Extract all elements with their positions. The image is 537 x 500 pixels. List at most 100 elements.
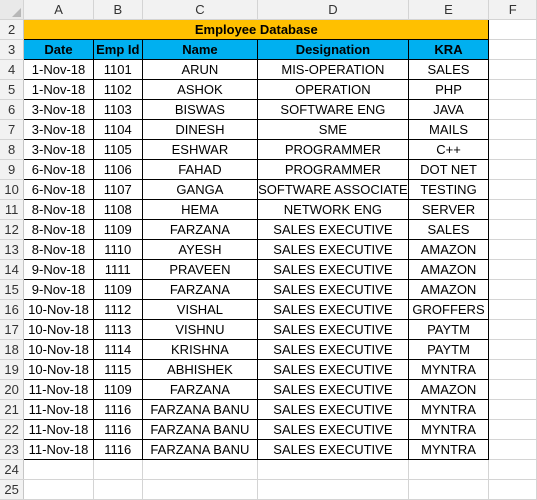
row-header[interactable]: 9 [0, 159, 25, 180]
row-header[interactable]: 11 [0, 199, 25, 220]
cell[interactable] [488, 259, 537, 280]
cell-date[interactable]: 3-Nov-18 [23, 119, 94, 140]
cell-emp-id[interactable]: 1102 [92, 79, 143, 100]
cell[interactable] [488, 139, 537, 160]
column-header-c[interactable]: C [142, 0, 259, 20]
header-cell-kra[interactable]: KRA [407, 39, 490, 60]
cell-designation[interactable]: SALES EXECUTIVE [257, 259, 409, 280]
cell-designation[interactable]: SME [257, 119, 409, 140]
cell-emp-id[interactable]: 1109 [92, 379, 143, 400]
cell-designation[interactable]: PROGRAMMER [257, 139, 409, 160]
column-header-d[interactable]: D [257, 0, 409, 20]
sheet-title-cell[interactable]: Employee Database [23, 19, 490, 40]
row-header[interactable]: 15 [0, 279, 25, 300]
cell-emp-id[interactable]: 1112 [92, 299, 143, 320]
cell-date[interactable]: 3-Nov-18 [23, 139, 94, 160]
cell-emp-id[interactable]: 1109 [92, 279, 143, 300]
cell-date[interactable]: 9-Nov-18 [23, 279, 94, 300]
cell-name[interactable]: FARZANA [141, 379, 259, 400]
cell-name[interactable]: HEMA [141, 199, 259, 220]
cell[interactable] [93, 479, 143, 500]
cell[interactable] [488, 79, 537, 100]
row-header[interactable]: 13 [0, 239, 25, 260]
row-header[interactable]: 2 [0, 19, 25, 40]
cell-kra[interactable]: MYNTRA [407, 419, 490, 440]
cell-name[interactable]: GANGA [141, 179, 259, 200]
row-header[interactable]: 8 [0, 139, 25, 160]
cell-date[interactable]: 6-Nov-18 [23, 179, 94, 200]
cell-name[interactable]: VISHAL [141, 299, 259, 320]
row-header[interactable]: 3 [0, 39, 25, 60]
cell-kra[interactable]: MYNTRA [407, 439, 490, 460]
cell-designation[interactable]: SALES EXECUTIVE [257, 239, 409, 260]
cell[interactable] [488, 199, 537, 220]
row-header[interactable]: 23 [0, 439, 25, 460]
cell[interactable] [488, 159, 537, 180]
cell[interactable] [488, 59, 537, 80]
cell-date[interactable]: 11-Nov-18 [23, 419, 94, 440]
column-header-f[interactable]: F [488, 0, 537, 20]
cell[interactable] [488, 19, 537, 40]
cell-name[interactable]: FARZANA [141, 219, 259, 240]
cell-emp-id[interactable]: 1109 [92, 219, 143, 240]
cell-date[interactable]: 10-Nov-18 [23, 319, 94, 340]
cell[interactable] [23, 479, 94, 500]
cell-kra[interactable]: MAILS [407, 119, 490, 140]
cell-emp-id[interactable]: 1114 [92, 339, 143, 360]
header-cell-designation[interactable]: Designation [257, 39, 409, 60]
cell[interactable] [488, 339, 537, 360]
cell-name[interactable]: FAHAD [141, 159, 259, 180]
row-header[interactable]: 12 [0, 219, 25, 240]
cell-kra[interactable]: MYNTRA [407, 359, 490, 380]
header-cell-date[interactable]: Date [23, 39, 94, 60]
cell-designation[interactable]: SALES EXECUTIVE [257, 279, 409, 300]
cell-designation[interactable]: SALES EXECUTIVE [257, 219, 409, 240]
row-header[interactable]: 25 [0, 479, 25, 500]
cell-designation[interactable]: SALES EXECUTIVE [257, 359, 409, 380]
cell-emp-id[interactable]: 1116 [92, 439, 143, 460]
cell-designation[interactable]: SOFTWARE ENG [257, 99, 409, 120]
cell-name[interactable]: BISWAS [141, 99, 259, 120]
cell-name[interactable]: FARZANA BANU [141, 439, 259, 460]
cell[interactable] [488, 419, 537, 440]
row-header[interactable]: 4 [0, 59, 25, 80]
cell-date[interactable]: 10-Nov-18 [23, 299, 94, 320]
cell[interactable] [142, 479, 259, 500]
cell-name[interactable]: ESHWAR [141, 139, 259, 160]
cell-kra[interactable]: AMAZON [407, 279, 490, 300]
cell[interactable] [488, 99, 537, 120]
cell-date[interactable]: 1-Nov-18 [23, 59, 94, 80]
cell[interactable] [488, 319, 537, 340]
cell-emp-id[interactable]: 1101 [92, 59, 143, 80]
cell[interactable] [488, 359, 537, 380]
cell-kra[interactable]: C++ [407, 139, 490, 160]
row-header[interactable]: 10 [0, 179, 25, 200]
row-header[interactable]: 7 [0, 119, 25, 140]
cell-date[interactable]: 11-Nov-18 [23, 399, 94, 420]
cell[interactable] [142, 459, 259, 480]
cell-kra[interactable]: PAYTM [407, 339, 490, 360]
cell-date[interactable]: 9-Nov-18 [23, 259, 94, 280]
cell-designation[interactable]: NETWORK ENG [257, 199, 409, 220]
cell-kra[interactable]: AMAZON [407, 239, 490, 260]
cell[interactable] [488, 459, 537, 480]
header-cell-emp-id[interactable]: Emp Id [92, 39, 143, 60]
cell-date[interactable]: 11-Nov-18 [23, 379, 94, 400]
cell-kra[interactable]: AMAZON [407, 379, 490, 400]
column-header-e[interactable]: E [408, 0, 490, 20]
cell-designation[interactable]: PROGRAMMER [257, 159, 409, 180]
cell-designation[interactable]: SALES EXECUTIVE [257, 439, 409, 460]
cell-kra[interactable]: PAYTM [407, 319, 490, 340]
cell-date[interactable]: 8-Nov-18 [23, 239, 94, 260]
cell-emp-id[interactable]: 1116 [92, 399, 143, 420]
cell-designation[interactable]: SALES EXECUTIVE [257, 419, 409, 440]
cell[interactable] [488, 279, 537, 300]
cell-date[interactable]: 11-Nov-18 [23, 439, 94, 460]
cell-emp-id[interactable]: 1116 [92, 419, 143, 440]
cell[interactable] [488, 219, 537, 240]
cell-emp-id[interactable]: 1105 [92, 139, 143, 160]
cell-name[interactable]: PRAVEEN [141, 259, 259, 280]
cell[interactable] [488, 239, 537, 260]
cell-designation[interactable]: SOFTWARE ASSOCIATE [257, 179, 409, 200]
cell-emp-id[interactable]: 1113 [92, 319, 143, 340]
